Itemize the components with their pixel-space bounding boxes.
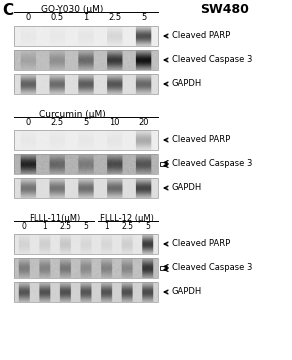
Bar <box>14 154 158 174</box>
Bar <box>160 162 166 166</box>
Text: 0.5: 0.5 <box>51 13 64 22</box>
Bar <box>14 234 158 254</box>
Bar <box>14 74 158 94</box>
Text: GAPDH: GAPDH <box>172 288 202 297</box>
Bar <box>14 178 158 198</box>
Text: Curcumin (μM): Curcumin (μM) <box>39 110 105 119</box>
Text: 5: 5 <box>84 118 89 127</box>
Text: 1: 1 <box>104 222 109 231</box>
Text: Cleaved Caspase 3: Cleaved Caspase 3 <box>172 264 252 273</box>
Bar <box>160 266 166 270</box>
Text: GO-Y030 (μM): GO-Y030 (μM) <box>41 5 103 14</box>
Text: 0: 0 <box>26 118 31 127</box>
Text: Cleaved Caspase 3: Cleaved Caspase 3 <box>172 55 252 64</box>
Text: 10: 10 <box>110 118 120 127</box>
Text: 20: 20 <box>138 118 149 127</box>
Text: 0: 0 <box>26 13 31 22</box>
Text: 2.5: 2.5 <box>51 118 64 127</box>
Text: 2.5: 2.5 <box>121 222 133 231</box>
Text: SW480: SW480 <box>200 3 249 16</box>
Text: FLLL-12 (μM): FLLL-12 (μM) <box>100 214 154 223</box>
Text: 5: 5 <box>84 222 88 231</box>
Text: 0: 0 <box>22 222 27 231</box>
Text: 5: 5 <box>145 222 150 231</box>
Text: GAPDH: GAPDH <box>172 184 202 193</box>
Bar <box>14 282 158 302</box>
Bar <box>14 258 158 278</box>
Text: Cleaved PARP: Cleaved PARP <box>172 135 230 144</box>
Text: 5: 5 <box>141 13 146 22</box>
Bar <box>14 50 158 70</box>
Text: 1: 1 <box>84 13 89 22</box>
Text: 2.5: 2.5 <box>108 13 121 22</box>
Text: 2.5: 2.5 <box>60 222 72 231</box>
Text: Cleaved PARP: Cleaved PARP <box>172 239 230 248</box>
Bar <box>14 26 158 46</box>
Text: GAPDH: GAPDH <box>172 80 202 89</box>
Text: 1: 1 <box>42 222 47 231</box>
Text: C: C <box>2 3 13 18</box>
Text: Cleaved Caspase 3: Cleaved Caspase 3 <box>172 159 252 168</box>
Text: Cleaved PARP: Cleaved PARP <box>172 31 230 40</box>
Bar <box>14 130 158 150</box>
Text: FLLL-11(μM): FLLL-11(μM) <box>29 214 81 223</box>
